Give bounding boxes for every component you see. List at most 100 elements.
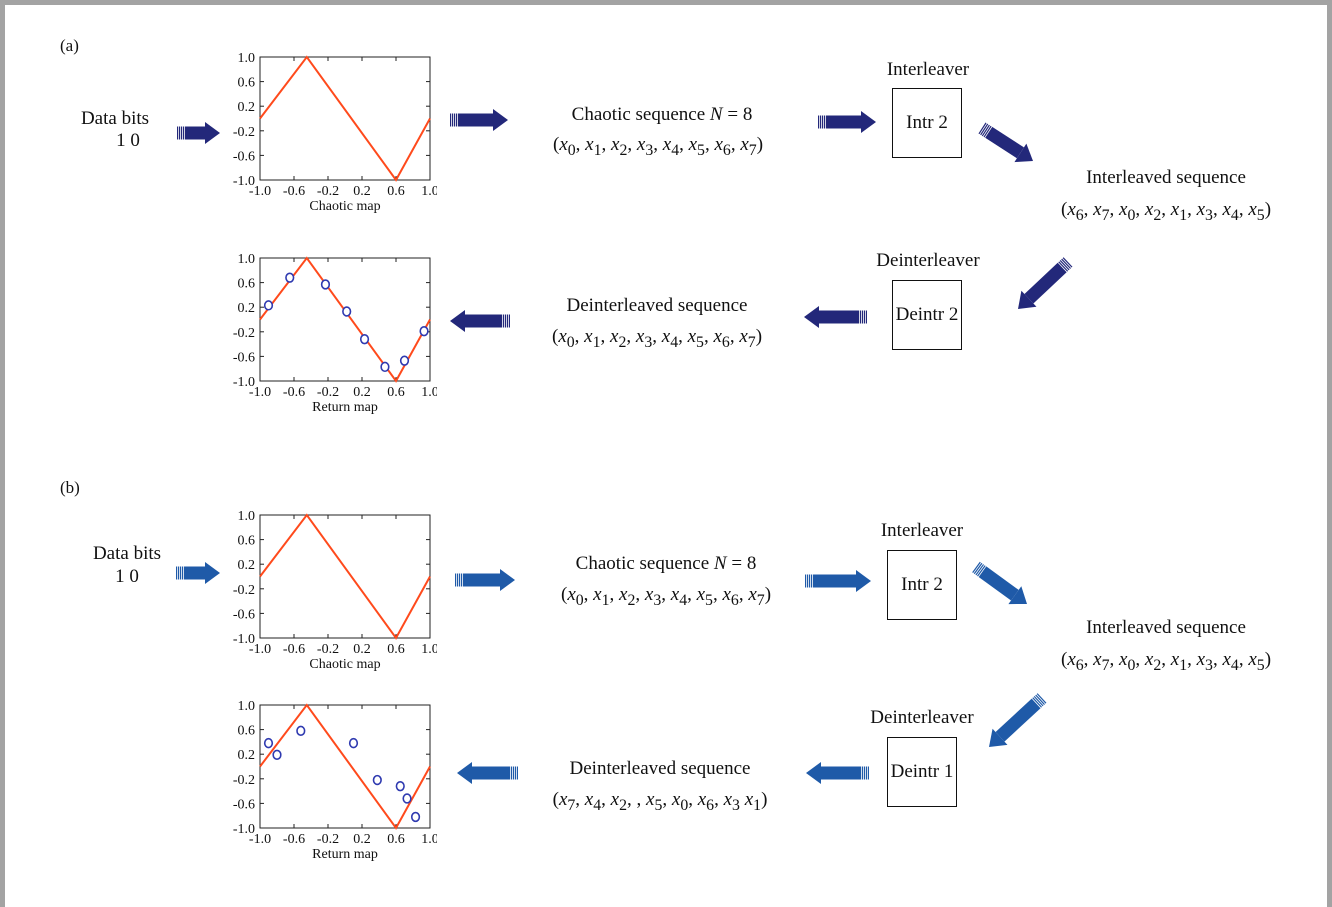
plot-frame — [259, 704, 431, 829]
x-tick-label: -0.2 — [317, 385, 339, 400]
data-point — [348, 737, 359, 749]
x-tick-label: 1.0 — [421, 385, 437, 400]
deinterleaver-box: Deintr 2 — [892, 280, 962, 350]
x-tick-label: 0.2 — [353, 184, 371, 199]
y-tick-label: 0.6 — [238, 76, 256, 91]
x-tick-label: 1.0 — [421, 184, 437, 199]
y-tick-label: 0.2 — [238, 301, 256, 316]
x-tick-label: -1.0 — [249, 385, 271, 400]
y-tick-label: 1.0 — [238, 51, 256, 66]
chaotic-map-plot: -1.0 -0.6 -0.2 0.2 0.6 1.0 1.0 0.6 0.2 -0.2 -0.6 -1… — [205, 503, 437, 713]
deinterleaver-title: Deinterleaver — [876, 250, 980, 271]
deinterleaved-sequence-terms: (x0, x1, x2, x3, x4, x5, x6, x7) — [551, 326, 763, 351]
deinterleaved-sequence-terms: (x7, x4, x2, , x5, x0, x6, x3 x1) — [552, 789, 768, 814]
chaotic-map-plot: -1.0 -0.6 -0.2 0.2 0.6 1.0 1.0 0.6 0.2 -0.2 -0.6 -1… — [205, 45, 437, 255]
y-tick-label: -0.6 — [233, 797, 255, 812]
x-axis-label: Return map — [312, 847, 378, 862]
data-point — [285, 272, 295, 283]
data-point — [380, 361, 390, 373]
x-tick-label: 1.0 — [421, 642, 437, 657]
data-point — [342, 306, 352, 317]
plot-frame — [259, 56, 431, 181]
y-tick-label: 0.2 — [238, 748, 256, 763]
y-tick-label: -0.6 — [233, 607, 255, 622]
data-point — [410, 811, 421, 823]
plot-svg: -1.0 -0.6 -0.2 0.2 0.6 1.0 1.0 0.6 0.2 -0.2 -0.6 -1… — [233, 509, 437, 672]
deinterleaver-box: Deintr 1 — [887, 737, 957, 807]
data-point — [402, 793, 412, 804]
x-tick-label: -1.0 — [249, 184, 271, 199]
y-tick-label: 0.2 — [238, 558, 256, 573]
x-axis-label: Return map — [312, 400, 378, 415]
y-tick-label: -0.2 — [233, 125, 255, 140]
x-tick-label: -0.2 — [317, 642, 339, 657]
x-tick-label: -0.2 — [317, 832, 339, 847]
panel-label: (b) — [60, 478, 80, 497]
x-tick-label: -1.0 — [249, 832, 271, 847]
map-line — [259, 703, 431, 830]
y-tick-label: -0.2 — [233, 583, 255, 598]
data-point — [272, 749, 282, 761]
x-tick-label: 1.0 — [421, 832, 437, 847]
x-tick-label: -0.6 — [283, 184, 305, 199]
data-bits-label: Data bits — [92, 543, 162, 564]
deinterleaved-sequence-title: Deinterleaved sequence — [569, 758, 751, 779]
plot-svg: -1.0 -0.6 -0.2 0.2 0.6 1.0 1.0 0.6 0.2 -0.2 -0.6 -1… — [233, 51, 437, 214]
y-tick-label: -0.6 — [233, 149, 255, 164]
interleaved-sequence-title: Interleaved sequence — [1086, 617, 1246, 638]
y-tick-label: 1.0 — [238, 509, 256, 524]
interleaver-box: Intr 2 — [887, 550, 957, 620]
deinterleaved-sequence-title: Deinterleaved sequence — [566, 295, 748, 316]
y-tick-label: 1.0 — [238, 699, 256, 714]
x-tick-label: -0.2 — [317, 184, 339, 199]
y-tick-label: 0.6 — [238, 277, 256, 292]
plot-frame — [259, 514, 431, 639]
data-point — [359, 333, 370, 345]
data-point — [320, 279, 331, 290]
interleaver-title: Interleaver — [880, 520, 964, 541]
data-point — [263, 300, 274, 311]
x-tick-label: -0.6 — [283, 385, 305, 400]
interleaved-sequence-terms: (x6, x7, x0, x2, x1, x3, x4, x5) — [1060, 649, 1272, 674]
data-point — [263, 737, 274, 749]
chaotic-sequence-terms: (x0, x1, x2, x3, x4, x5, x6, x7) — [560, 584, 772, 609]
y-tick-label: 1.0 — [238, 252, 256, 267]
y-tick-label: 0.6 — [238, 534, 256, 549]
x-tick-label: 0.6 — [387, 642, 405, 657]
plot-svg: -1.0 -0.6 -0.2 0.2 0.6 1.0 1.0 0.6 0.2 -0.2 -0.6 -1… — [233, 252, 437, 415]
x-tick-label: 0.2 — [353, 832, 371, 847]
data-bits-values: 1 0 — [116, 130, 140, 151]
x-axis-label: Chaotic map — [309, 657, 380, 672]
map-line — [259, 55, 431, 182]
y-tick-label: 0.6 — [238, 724, 256, 739]
deinterleaver-title: Deinterleaver — [870, 707, 974, 728]
y-tick-label: -0.2 — [233, 326, 255, 341]
x-tick-label: 0.2 — [353, 385, 371, 400]
map-line — [259, 513, 431, 640]
x-tick-label: -0.6 — [283, 642, 305, 657]
x-tick-label: 0.6 — [387, 385, 405, 400]
data-point — [395, 780, 405, 792]
y-tick-label: -0.2 — [233, 773, 255, 788]
interleaver-title: Interleaver — [886, 59, 970, 80]
data-bits-label: Data bits — [80, 108, 150, 129]
panel-label: (a) — [60, 36, 79, 55]
x-tick-label: 0.2 — [353, 642, 371, 657]
x-tick-label: 0.6 — [387, 184, 405, 199]
interleaver-box: Intr 2 — [892, 88, 962, 158]
return-map-plot: -1.0 -0.6 -0.2 0.2 0.6 1.0 1.0 0.6 0.2 -0.2 -0.6 -1… — [205, 693, 437, 903]
data-point — [372, 774, 382, 786]
data-point — [419, 325, 429, 337]
x-axis-label: Chaotic map — [309, 199, 380, 214]
y-tick-label: -1.0 — [233, 822, 255, 837]
chaotic-sequence-title: Chaotic sequence N = 8 — [575, 553, 757, 574]
return-map-plot: -1.0 -0.6 -0.2 0.2 0.6 1.0 1.0 0.6 0.2 -0.2 -0.6 -1… — [205, 246, 437, 456]
plot-svg: -1.0 -0.6 -0.2 0.2 0.6 1.0 1.0 0.6 0.2 -0.2 -0.6 -1… — [233, 699, 437, 862]
x-tick-label: -1.0 — [249, 642, 271, 657]
data-bits-values: 1 0 — [115, 566, 139, 587]
interleaved-sequence-terms: (x6, x7, x0, x2, x1, x3, x4, x5) — [1060, 199, 1272, 224]
y-tick-label: -1.0 — [233, 632, 255, 647]
y-tick-label: -1.0 — [233, 375, 255, 390]
map-line — [259, 256, 431, 383]
